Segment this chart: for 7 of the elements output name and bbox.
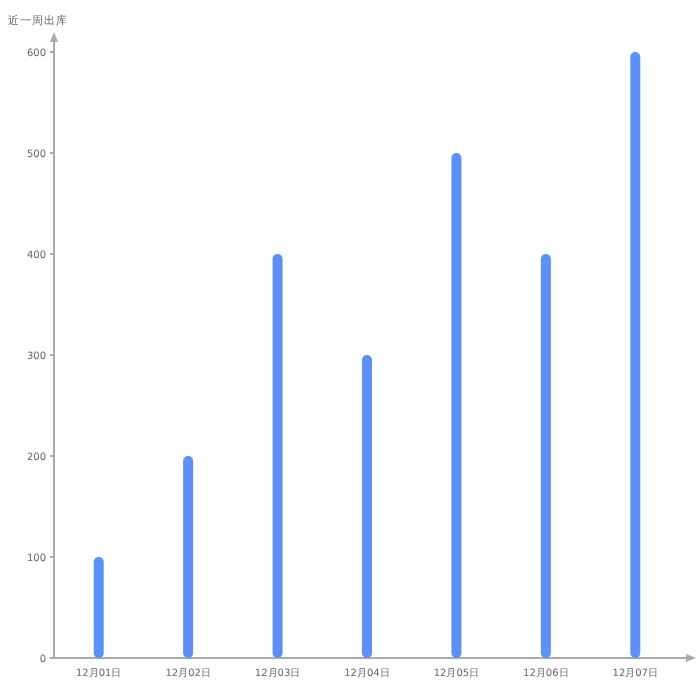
bar — [540, 254, 551, 658]
bar — [362, 355, 372, 658]
bar — [630, 52, 641, 658]
bar — [272, 254, 283, 658]
bar — [93, 557, 104, 658]
bar — [183, 456, 194, 658]
bar — [451, 153, 462, 658]
